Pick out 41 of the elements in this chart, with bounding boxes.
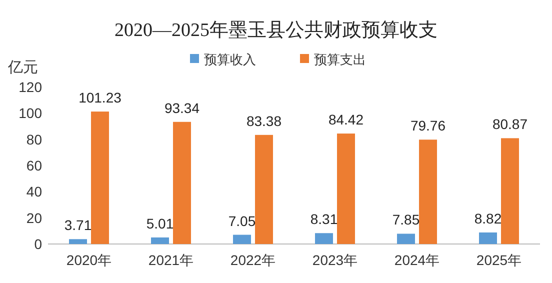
bar	[501, 138, 519, 244]
y-tick-label: 60	[26, 158, 42, 174]
data-label: 79.76	[410, 118, 446, 134]
data-label: 7.05	[228, 212, 256, 229]
bar	[315, 233, 333, 244]
x-tick-label: 2024年	[394, 252, 440, 268]
x-tick-label: 2023年	[312, 252, 358, 268]
bar	[91, 112, 109, 244]
title: 2020—2025年墨玉县公共财政预算收支	[114, 20, 438, 41]
y-tick-label: 120	[18, 79, 42, 95]
y-tick-label: 40	[26, 184, 42, 200]
y-tick-label: 80	[26, 131, 42, 148]
x-tick-label: 2022年	[230, 252, 276, 268]
bar	[151, 237, 169, 244]
bar	[419, 140, 437, 244]
x-tick-label: 2021年	[148, 252, 194, 268]
x-tick-label: 2020年	[66, 252, 112, 268]
legend-label: 预算收入	[204, 52, 256, 67]
data-label: 7.85	[392, 212, 420, 228]
bar	[173, 122, 191, 244]
data-label: 5.01	[146, 215, 174, 232]
data-label: 84.42	[328, 112, 364, 128]
bar	[255, 134, 273, 244]
bar	[397, 234, 415, 244]
data-label: 8.31	[310, 211, 338, 228]
data-label: 8.82	[474, 210, 502, 226]
y-tick-label: 20	[26, 210, 42, 226]
data-label: 83.38	[246, 112, 282, 129]
data-label: 101.23	[78, 90, 122, 106]
data-label: 93.34	[164, 100, 200, 116]
ylabel: 亿元	[8, 59, 38, 76]
x-tick-label: 2025年	[476, 252, 522, 268]
bar	[69, 239, 87, 244]
legend-label: 预算支出	[314, 52, 366, 67]
bar	[233, 234, 251, 244]
y-tick-label: 100	[18, 105, 42, 122]
bar	[479, 232, 497, 244]
data-label: 80.87	[492, 116, 528, 132]
data-label: 3.71	[64, 217, 92, 234]
bar	[337, 134, 355, 244]
y-tick-label: 0	[34, 236, 42, 252]
